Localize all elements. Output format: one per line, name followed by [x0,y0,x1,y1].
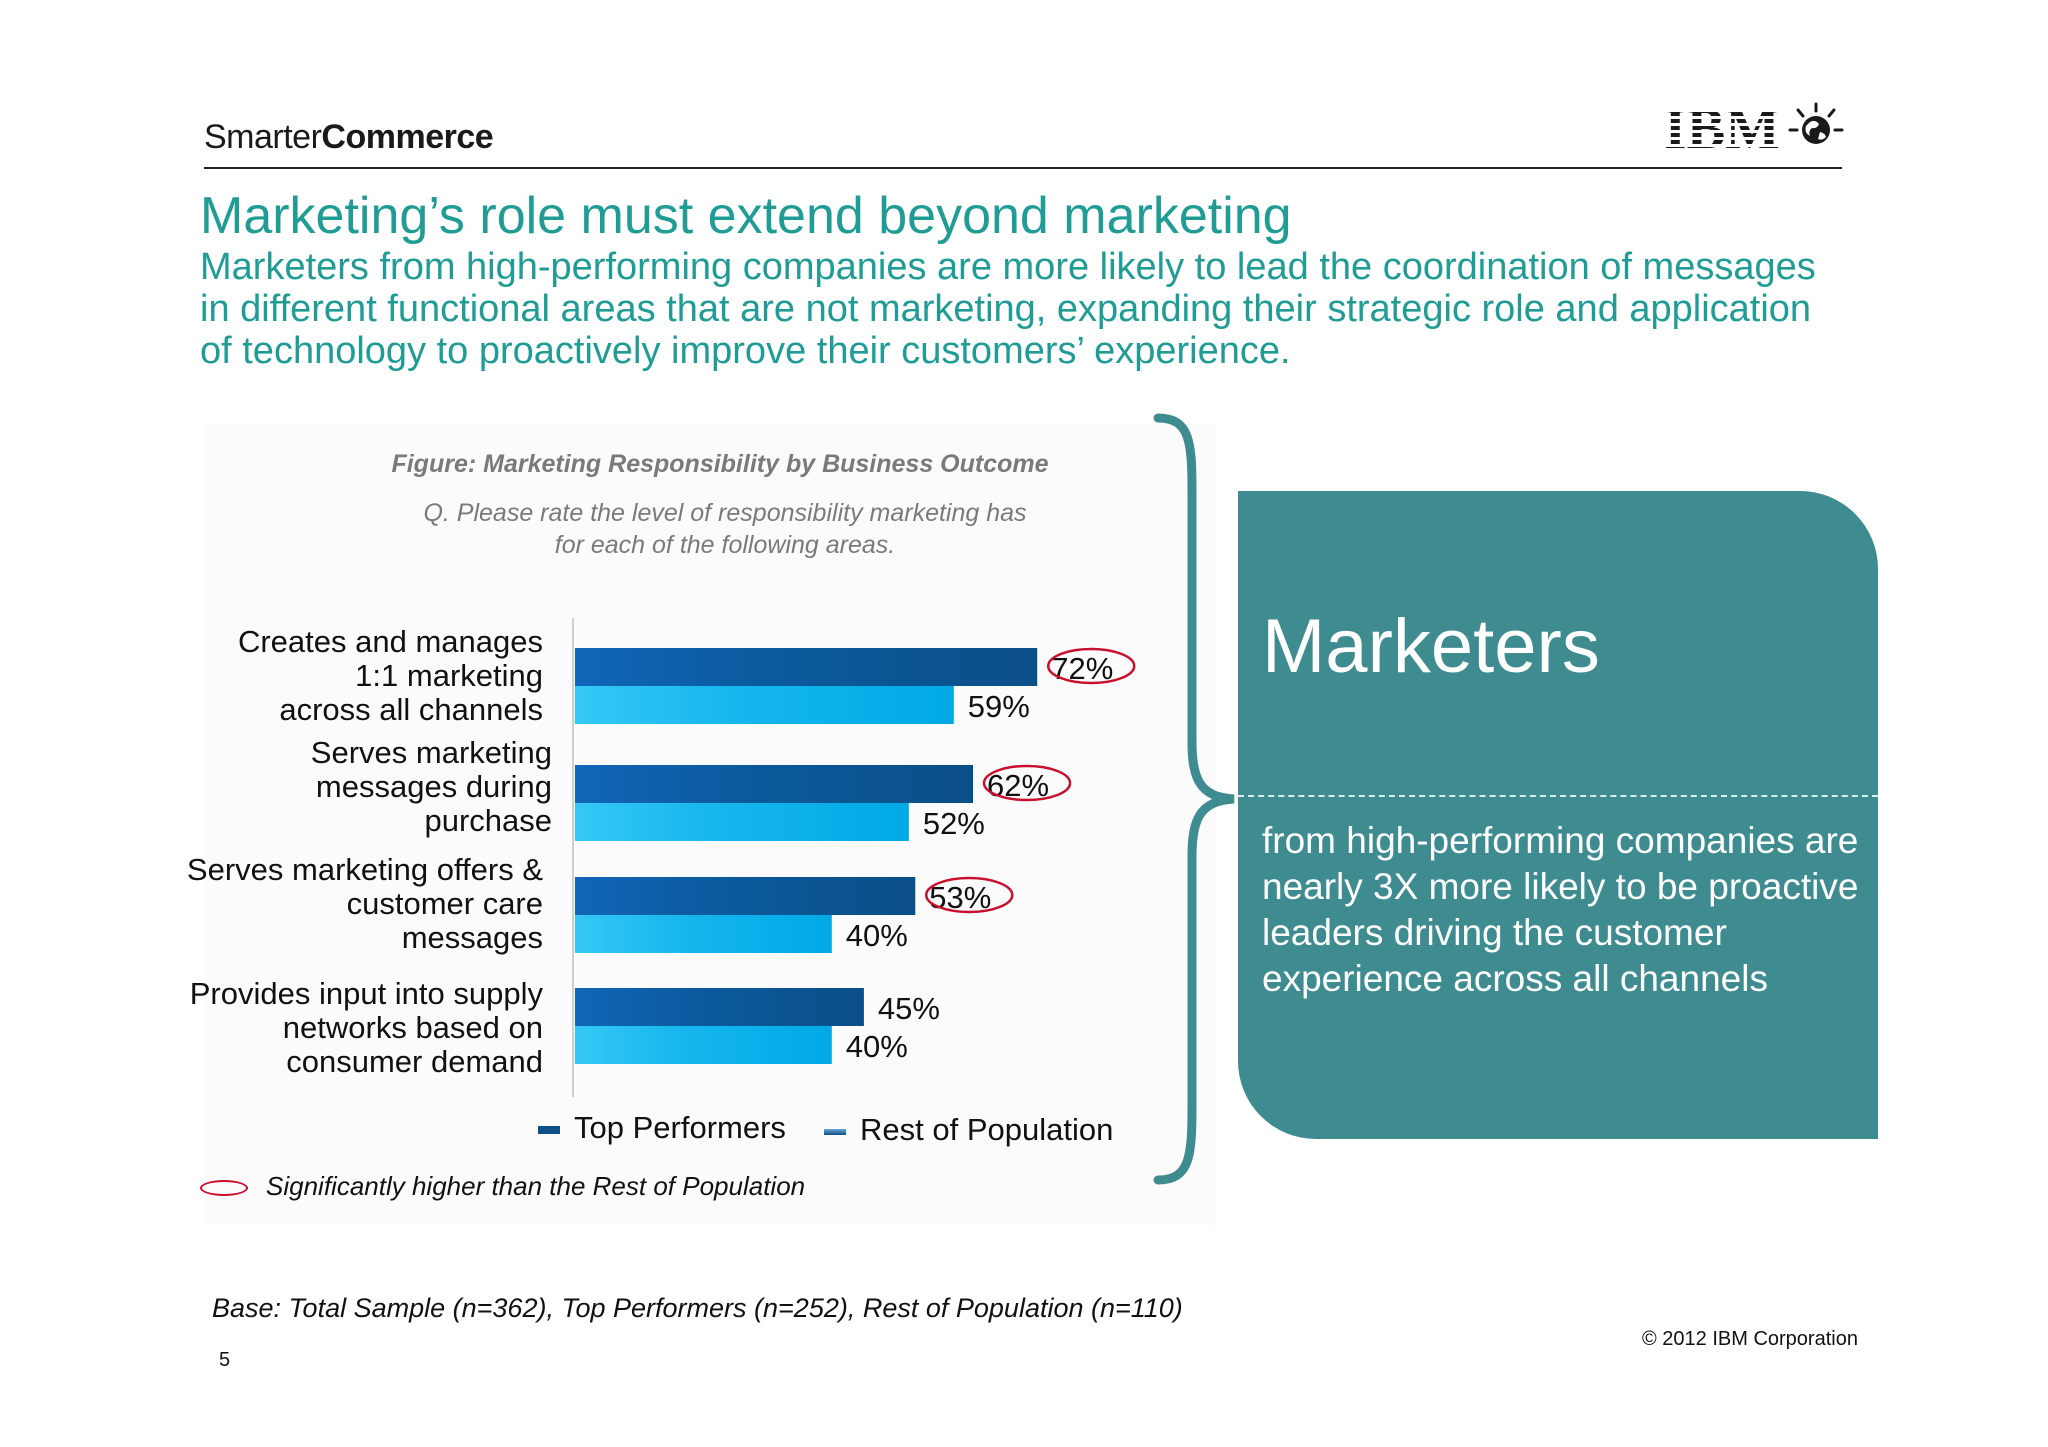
brand-bold-text: Commerce [321,118,494,156]
base-sample-note: Base: Total Sample (n=362), Top Performe… [212,1293,1183,1323]
category-label-line: messages during [315,769,552,804]
bar-rest-of-population [575,1026,832,1064]
figure-question-line-1: Q. Please rate the level of responsibili… [423,499,1027,527]
legend-item-top-performers: Top Performers [538,1110,786,1146]
category-label-line: Serves marketing [310,735,552,770]
category-label-line: 1:1 marketing [355,658,543,693]
legend-label-rest: Rest of Population [860,1112,1114,1147]
category-label-line: customer care [346,886,543,921]
bar-top-performers [575,765,974,803]
callout-title: Marketers [1262,604,1600,689]
bar-top-performers [575,988,864,1026]
page-subtitle: Marketers from high-performing companies… [200,246,1816,372]
significance-oval-icon [200,1180,248,1197]
ibm-logo-text: IBM [1664,98,1780,160]
legend-item-rest-of-population: Rest of Population [824,1112,1113,1148]
category-label-line: messages [401,920,543,955]
legend-swatch-top [538,1125,560,1134]
page-title: Marketing’s role must extend beyond mark… [200,187,1292,245]
data-label-top-performers: 62% [987,768,1049,803]
ibm-logo: IBM [1664,98,1844,160]
category-label-line: Provides input into supply [189,976,543,1011]
category-label: Serves marketing messages during purchase [311,736,552,838]
category-label-line: Creates and manages [237,624,543,659]
callout-box [1238,491,1878,1139]
callout-body: from high-performing companies are nearl… [1262,820,1859,999]
data-label-rest-of-population: 52% [923,806,985,841]
category-label-line: Serves marketing offers & [186,852,543,887]
data-label-rest-of-population: 59% [968,689,1030,724]
brand-light-text: Smarter [204,118,322,156]
curly-brace-icon [1153,413,1235,1185]
callout-divider [1238,795,1878,797]
copyright: © 2012 IBM Corporation [1642,1328,1858,1350]
bar-top-performers [575,648,1038,686]
significance-oval [982,764,1072,802]
bar-top-performers [575,877,916,915]
legend-label-top: Top Performers [574,1110,786,1145]
category-label-line: across all channels [279,692,543,727]
header-divider [204,167,1842,169]
data-label-rest-of-population: 40% [846,1029,908,1064]
data-label-top-performers: 45% [878,991,940,1026]
significance-oval [1046,647,1136,685]
figure-question-line-2: for each of the following areas. [554,531,896,559]
data-label-top-performers: 53% [929,880,991,915]
page-number: 5 [219,1349,231,1371]
globe-icon [1788,102,1844,144]
category-label-line: consumer demand [286,1044,543,1079]
bar-rest-of-population [575,686,954,724]
category-label: Creates and manages 1:1 marketing across a… [238,625,543,727]
category-label: Serves marketing offers & customer care me… [187,853,543,955]
bar-rest-of-population [575,915,832,953]
category-label: Provides input into supply networks based… [190,977,543,1079]
significance-oval [925,876,1014,914]
figure-title: Figure: Marketing Responsibility by Busi… [391,450,1049,478]
smarter-commerce-logo: SmarterCommerce [204,118,494,157]
figure-question: Q. Please rate the level of responsibili… [320,497,1130,561]
significance-note-text: Significantly higher than the Rest of Po… [266,1171,806,1201]
legend-swatch-rest [824,1128,846,1135]
significance-note: Significantly higher than the Rest of Po… [200,1171,805,1202]
category-label-line: purchase [424,803,552,838]
bar-rest-of-population [575,803,909,841]
data-label-top-performers: 72% [1051,651,1113,686]
category-label-line: networks based on [282,1010,543,1045]
data-label-rest-of-population: 40% [846,918,908,953]
